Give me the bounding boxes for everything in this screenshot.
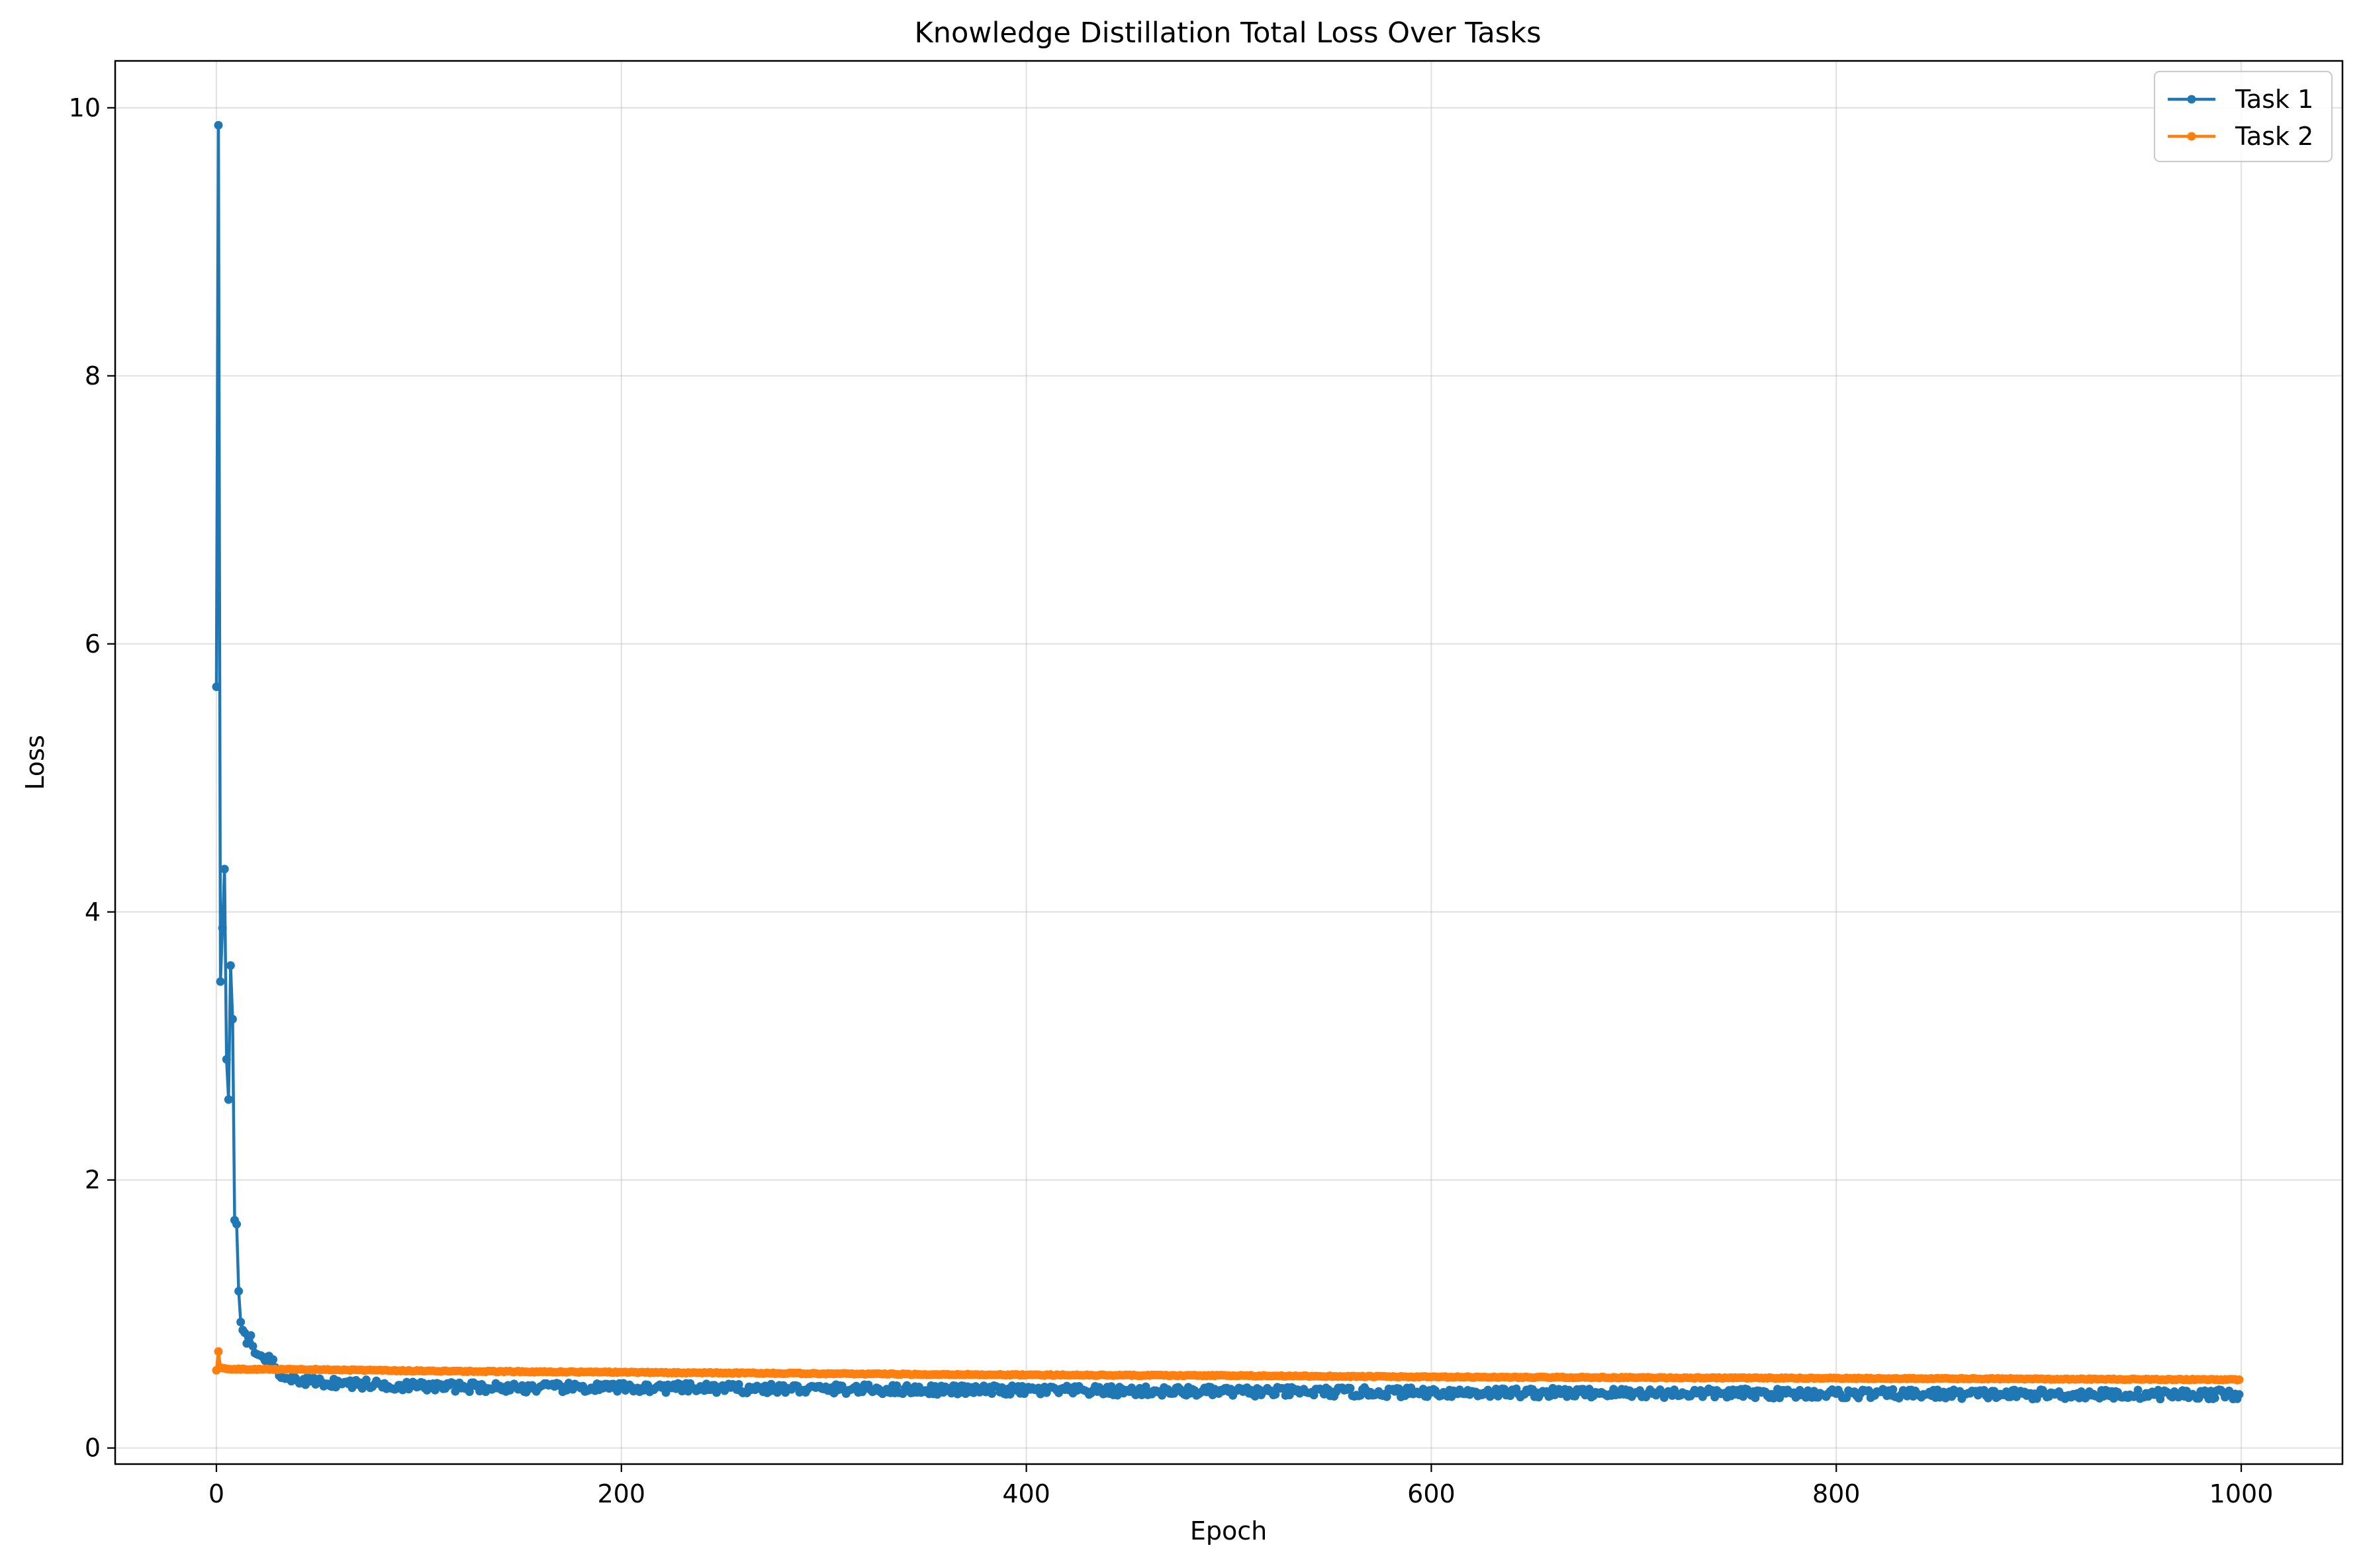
y-tick-label: 4 bbox=[85, 898, 101, 927]
x-tick-label: 200 bbox=[598, 1479, 646, 1508]
data-point bbox=[216, 977, 225, 986]
data-point bbox=[2133, 1385, 2143, 1395]
data-point bbox=[2235, 1390, 2244, 1399]
plot-area bbox=[115, 61, 2342, 1464]
legend-label: Task 1 bbox=[2235, 85, 2313, 114]
data-point bbox=[892, 1381, 902, 1391]
data-point bbox=[1751, 1393, 1760, 1403]
y-tick-label: 10 bbox=[69, 93, 101, 122]
y-axis-ticks: 0 2 4 6 8 10 bbox=[69, 93, 115, 1463]
x-axis-ticks: 0 200 400 600 800 1000 bbox=[208, 1464, 2274, 1508]
data-point bbox=[222, 1055, 231, 1064]
series-task-2 bbox=[212, 1347, 2244, 1385]
legend-label: Task 2 bbox=[2235, 122, 2313, 151]
data-point bbox=[951, 1381, 960, 1391]
data-point bbox=[212, 682, 221, 692]
data-point bbox=[988, 1389, 997, 1399]
data-point bbox=[1158, 1391, 1167, 1400]
data-point bbox=[1346, 1383, 1355, 1393]
y-tick-label: 0 bbox=[85, 1434, 101, 1463]
plot-frame bbox=[114, 60, 2344, 1465]
series-layer bbox=[212, 120, 2244, 1404]
y-tick-label: 6 bbox=[85, 629, 101, 659]
y-axis-label: Loss bbox=[21, 735, 50, 790]
data-point bbox=[734, 1379, 743, 1389]
data-point bbox=[1285, 1391, 1294, 1400]
legend-swatch-marker bbox=[2187, 95, 2196, 104]
data-point bbox=[234, 1287, 244, 1296]
data-point bbox=[2235, 1375, 2244, 1384]
data-point bbox=[1382, 1392, 1391, 1401]
x-axis-label: Epoch bbox=[1190, 1516, 1267, 1545]
legend-box bbox=[2153, 70, 2333, 163]
data-point bbox=[218, 923, 227, 933]
legend-swatch-marker bbox=[2187, 132, 2196, 141]
x-tick-label: 800 bbox=[1812, 1479, 1861, 1508]
x-tick-label: 400 bbox=[1002, 1479, 1050, 1508]
data-point bbox=[465, 1387, 474, 1397]
chart-title: Knowledge Distillation Total Loss Over T… bbox=[915, 17, 1542, 50]
data-point bbox=[232, 1220, 242, 1229]
data-point bbox=[269, 1355, 278, 1364]
legend-item: Task 1 bbox=[2168, 85, 2313, 114]
data-point bbox=[246, 1331, 255, 1340]
data-point bbox=[248, 1342, 257, 1351]
data-point bbox=[226, 961, 235, 970]
data-point bbox=[2206, 1387, 2215, 1396]
data-point bbox=[1775, 1393, 1784, 1403]
data-point bbox=[2210, 1393, 2219, 1403]
legend-item: Task 2 bbox=[2168, 122, 2313, 151]
grid-lines bbox=[115, 61, 2342, 1464]
data-point bbox=[1271, 1390, 1280, 1399]
x-tick-label: 0 bbox=[208, 1479, 224, 1508]
y-tick-label: 2 bbox=[85, 1166, 101, 1195]
data-point bbox=[228, 1015, 237, 1024]
data-point bbox=[236, 1317, 246, 1326]
series-task-1 bbox=[212, 120, 2244, 1404]
data-point bbox=[214, 1347, 223, 1356]
y-tick-label: 8 bbox=[85, 361, 101, 391]
data-point bbox=[224, 1095, 233, 1104]
data-point bbox=[1888, 1385, 1898, 1394]
legend: Task 1 Task 2 bbox=[2153, 70, 2333, 163]
plot-background bbox=[115, 61, 2342, 1464]
x-tick-label: 1000 bbox=[2209, 1479, 2274, 1508]
data-point bbox=[220, 864, 229, 874]
x-tick-label: 600 bbox=[1407, 1479, 1456, 1508]
data-point bbox=[214, 120, 223, 130]
